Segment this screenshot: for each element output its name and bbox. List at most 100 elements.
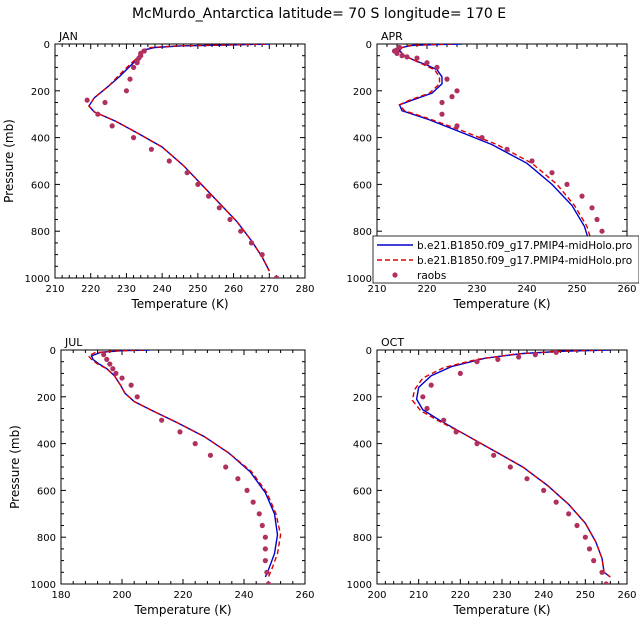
panel-oct: 200 210 220 230 240 250 260 0 200 400 600 800 1000 OC… <box>347 336 637 617</box>
raobs-point <box>529 158 535 164</box>
raobs-point <box>439 111 445 117</box>
y-tick-label: 600 <box>353 180 372 191</box>
raobs-point <box>84 97 90 103</box>
y-tick-label: 1000 <box>347 274 372 285</box>
raobs-point <box>566 511 572 517</box>
raobs-point <box>265 581 271 584</box>
x-tick-label: 220 <box>81 284 100 295</box>
y-tick-label: 400 <box>31 134 50 145</box>
raobs-point <box>599 228 605 234</box>
raobs-point <box>516 354 522 360</box>
raobs-point <box>166 158 172 164</box>
plot-frame <box>60 349 306 585</box>
raobs-point <box>113 370 119 376</box>
raobs-point <box>259 522 265 529</box>
x-tick-label: 250 <box>576 590 595 601</box>
y-tick-label: 200 <box>353 87 372 98</box>
x-tick-label: 240 <box>234 590 253 601</box>
panel-label: JAN <box>58 30 78 43</box>
y-tick-label: 0 <box>366 346 372 357</box>
raobs-point <box>192 441 198 447</box>
raobs-point <box>244 487 250 493</box>
raobs-point <box>474 359 480 365</box>
y-tick-label: 400 <box>37 440 56 451</box>
x-axis-label: Temperature (K) <box>130 297 228 311</box>
raobs-point <box>449 94 455 100</box>
raobs-point <box>207 452 214 458</box>
raobs-point <box>586 546 593 552</box>
raobs-point <box>128 382 134 388</box>
series-line-model-b <box>398 44 593 272</box>
raobs-point <box>110 366 116 372</box>
raobs-point <box>507 464 513 470</box>
y-tick-label: 200 <box>37 393 56 404</box>
raobs-point <box>102 99 108 106</box>
x-tick-label: 230 <box>492 590 511 601</box>
x-tick-label: 260 <box>224 284 243 295</box>
raobs-point <box>444 76 450 82</box>
raobs-point <box>504 146 510 152</box>
x-tick-label: 180 <box>51 590 70 601</box>
x-tick-label: 240 <box>153 284 172 295</box>
y-tick-label: 600 <box>353 486 372 497</box>
raobs-point <box>541 487 547 493</box>
raobs-point <box>123 88 130 94</box>
raobs-point <box>134 60 140 66</box>
raobs-point <box>603 581 609 584</box>
raobs-point <box>479 135 485 141</box>
raobs-point <box>495 356 501 362</box>
plot-frame <box>54 43 306 279</box>
legend-entry: b.e21.B1850.f09_g17.PMIP4-midHolo.pro <box>417 255 632 267</box>
x-tick-label: 240 <box>517 284 536 295</box>
y-tick-label: 800 <box>37 533 56 544</box>
x-tick-label: 250 <box>188 284 207 295</box>
raobs-point <box>227 216 233 223</box>
x-axis-label: Temperature (K) <box>452 297 550 311</box>
raobs-point <box>184 170 190 176</box>
y-tick-label: 1000 <box>25 274 50 285</box>
y-tick-label: 1000 <box>31 580 56 591</box>
panel-jul: 180 200 220 240 260 0 200 400 600 800 1000 JUL Tempe… <box>8 336 315 617</box>
raobs-point <box>119 375 125 381</box>
raobs-point <box>259 252 265 258</box>
raobs-point <box>238 228 244 234</box>
raobs-point <box>394 50 400 56</box>
x-tick-label: 240 <box>534 590 553 601</box>
raobs-point <box>396 44 403 51</box>
x-tick-label: 220 <box>417 284 436 295</box>
y-tick-label: 800 <box>353 533 372 544</box>
raobs-point <box>262 534 268 540</box>
raobs-point <box>439 99 445 106</box>
y-tick-label: 600 <box>31 180 50 191</box>
raobs-point <box>553 350 559 355</box>
raobs-point <box>441 417 447 423</box>
raobs-point <box>454 123 460 129</box>
raobs-point <box>223 464 229 470</box>
legend-marker <box>392 272 398 278</box>
series-line-model-a <box>415 350 611 578</box>
raobs-point <box>273 275 280 278</box>
legend-entry: raobs <box>417 270 446 282</box>
raobs-point <box>134 394 140 400</box>
x-tick-label: 260 <box>617 590 636 601</box>
x-tick-label: 250 <box>567 284 586 295</box>
raobs-point <box>579 193 585 199</box>
x-tick-label: 270 <box>260 284 279 295</box>
y-tick-label: 800 <box>353 227 372 238</box>
x-tick-label: 210 <box>409 590 428 601</box>
raobs-point <box>262 558 268 564</box>
raobs-point <box>127 76 133 82</box>
raobs-point <box>532 352 538 358</box>
x-axis-label: Temperature (K) <box>133 603 231 617</box>
raobs-point <box>549 170 555 176</box>
raobs-point <box>104 356 110 362</box>
raobs-point <box>95 111 101 117</box>
raobs-point <box>130 64 137 70</box>
raobs-point <box>591 558 597 564</box>
raobs-point <box>399 53 405 59</box>
legend-box <box>372 235 639 284</box>
raobs-point <box>491 452 497 458</box>
legend-entry: b.e21.B1850.f09_g17.PMIP4-midHolo.pro <box>417 240 632 252</box>
x-tick-label: 230 <box>467 284 486 295</box>
